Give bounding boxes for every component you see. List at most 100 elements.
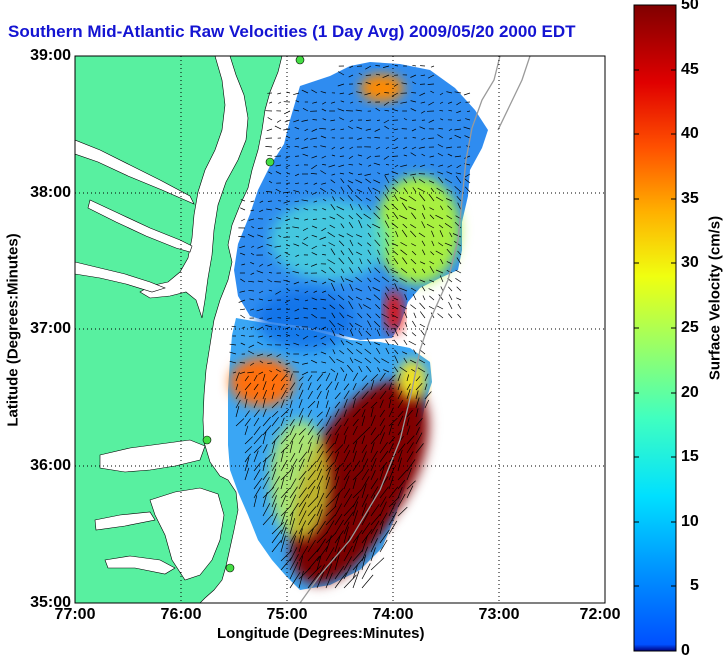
velocity-arrow <box>325 514 336 526</box>
velocity-arrow <box>376 347 381 355</box>
velocity-arrow <box>456 101 462 106</box>
velocity-arrow <box>343 556 353 571</box>
velocity-arrow <box>392 305 399 310</box>
velocity-arrow <box>436 305 444 310</box>
velocity-arrow <box>370 407 374 418</box>
velocity-arrow <box>277 335 282 337</box>
velocity-arrow <box>295 100 300 103</box>
velocity-arrow <box>285 155 291 159</box>
y-axis-title: Latitude (Degrees:Minutes) <box>4 233 22 427</box>
velocity-arrow <box>267 263 273 267</box>
velocity-arrow <box>367 277 372 283</box>
velocity-arrow <box>240 314 246 319</box>
velocity-arrow <box>241 326 246 329</box>
velocity-arrow <box>429 295 435 301</box>
velocity-arrow <box>262 381 267 391</box>
velocity-arrow <box>372 287 381 292</box>
velocity-arrow <box>229 351 237 355</box>
velocity-arrow <box>280 494 287 508</box>
velocity-arrow <box>238 236 246 238</box>
velocity-arrow <box>330 188 336 193</box>
velocity-arrow <box>256 270 264 274</box>
velocity-arrow <box>271 503 277 517</box>
lat-tick-label: 36:00 <box>30 457 71 474</box>
velocity-arrow <box>307 460 317 472</box>
velocity-arrow <box>367 320 372 328</box>
velocity-arrow <box>289 494 297 508</box>
station-marker <box>265 157 275 167</box>
velocity-arrow <box>456 297 462 301</box>
velocity-arrow <box>374 342 381 346</box>
plot-frame <box>74 55 606 604</box>
velocity-arrow <box>401 229 408 238</box>
velocity-arrow <box>307 496 319 508</box>
velocity-arrow <box>429 214 435 220</box>
velocity-arrow <box>383 101 390 106</box>
velocity-arrow <box>330 203 336 211</box>
velocity-arrow <box>393 194 399 202</box>
velocity-arrow <box>250 272 255 275</box>
velocity-arrow <box>366 297 372 301</box>
velocity-arrow <box>332 330 336 337</box>
velocity-arrow <box>275 171 282 175</box>
velocity-arrow <box>229 343 237 346</box>
velocity-arrow <box>379 441 388 454</box>
velocity-arrow <box>419 92 426 97</box>
velocity-arrow <box>322 254 327 256</box>
velocity-arrow <box>404 322 408 328</box>
velocity-arrow <box>325 485 336 499</box>
velocity-arrow <box>232 371 237 374</box>
velocity-arrow <box>454 134 462 139</box>
velocity-arrow <box>361 458 369 472</box>
velocity-arrow <box>456 164 462 169</box>
velocity-arrow <box>348 214 354 220</box>
velocity-arrow <box>338 234 345 238</box>
velocity-arrow <box>295 236 300 238</box>
velocity-arrow <box>358 163 363 166</box>
velocity-arrow <box>334 424 342 436</box>
colorbar-tick-label: 40 <box>681 125 699 142</box>
speed-blue-core <box>257 290 353 350</box>
pamlico-sound <box>149 487 225 581</box>
velocity-arrow <box>262 389 267 400</box>
velocity-arrow <box>311 234 318 238</box>
velocity-arrow <box>293 342 300 346</box>
velocity-arrow <box>418 359 426 364</box>
velocity-arrow <box>250 362 255 366</box>
velocity-arrow <box>304 281 309 284</box>
velocity-arrow <box>370 392 377 400</box>
velocity-arrow <box>343 418 349 427</box>
velocity-arrow <box>338 240 345 247</box>
velocity-arrow <box>339 312 345 319</box>
velocity-arrow <box>356 213 363 220</box>
velocity-arrow <box>265 324 273 328</box>
velocity-arrow <box>411 332 417 337</box>
velocity-arrow <box>240 199 246 202</box>
velocity-arrow <box>435 250 444 256</box>
velocity-arrow <box>410 277 417 283</box>
velocity-arrow <box>370 547 376 562</box>
velocity-arrow <box>397 486 403 499</box>
velocity-arrow <box>377 232 381 238</box>
velocity-arrow <box>283 369 291 373</box>
velocity-arrow <box>431 230 435 238</box>
velocity-arrow <box>421 137 426 141</box>
velocity-arrow <box>402 223 408 229</box>
velocity-arrow <box>285 317 291 319</box>
velocity-arrow <box>399 277 408 283</box>
velocity-arrow <box>379 399 384 409</box>
velocity-arrow <box>379 383 387 391</box>
velocity-arrow <box>289 467 294 481</box>
velocity-arrow <box>430 65 435 68</box>
velocity-arrow <box>393 339 399 346</box>
velocity-arrow <box>239 290 246 293</box>
velocity-arrow <box>421 240 426 247</box>
velocity-arrow <box>268 227 273 230</box>
velocity-arrow <box>365 128 372 131</box>
james-river <box>75 261 166 293</box>
velocity-arrow <box>429 261 435 265</box>
velocity-arrow <box>388 374 396 382</box>
velocity-arrow <box>406 388 411 400</box>
velocity-arrow <box>357 173 363 175</box>
velocity-arrow <box>343 564 352 580</box>
